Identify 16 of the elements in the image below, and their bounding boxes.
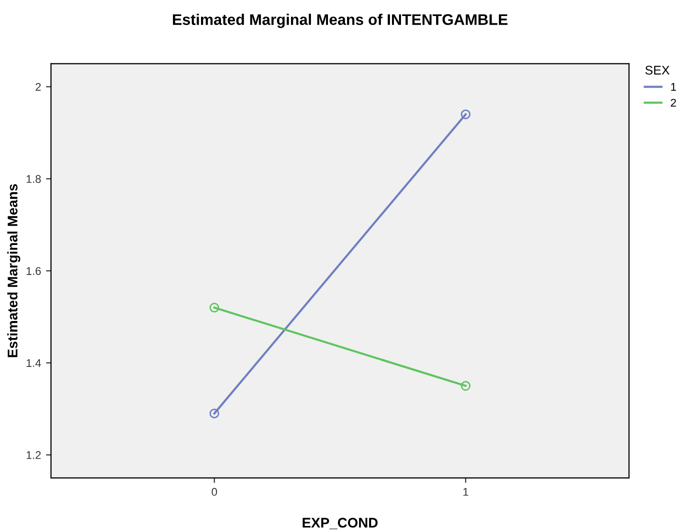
legend-label: 2: [670, 98, 676, 107]
y-tick-label: 1.2: [26, 451, 41, 459]
legend-title: SEX: [645, 66, 670, 75]
x-tick-label: 0: [212, 488, 218, 496]
point: [209, 302, 220, 312]
point: [209, 408, 220, 418]
y-tick-label: 2: [36, 82, 41, 91]
x-axis-title: EXP_COND: [302, 518, 378, 530]
point: [460, 109, 471, 120]
y-tick-label: 1.4: [26, 359, 41, 367]
chart-title: Estimated Marginal Means of INTENTGAMBLE: [172, 14, 508, 28]
point: [460, 381, 471, 391]
y-tick-label: 1.8: [26, 175, 41, 183]
y-axis-title: Estimated Marginal Means: [7, 184, 20, 358]
legend-label: 1: [671, 83, 676, 91]
y-tick-label: 1.6: [26, 267, 41, 275]
